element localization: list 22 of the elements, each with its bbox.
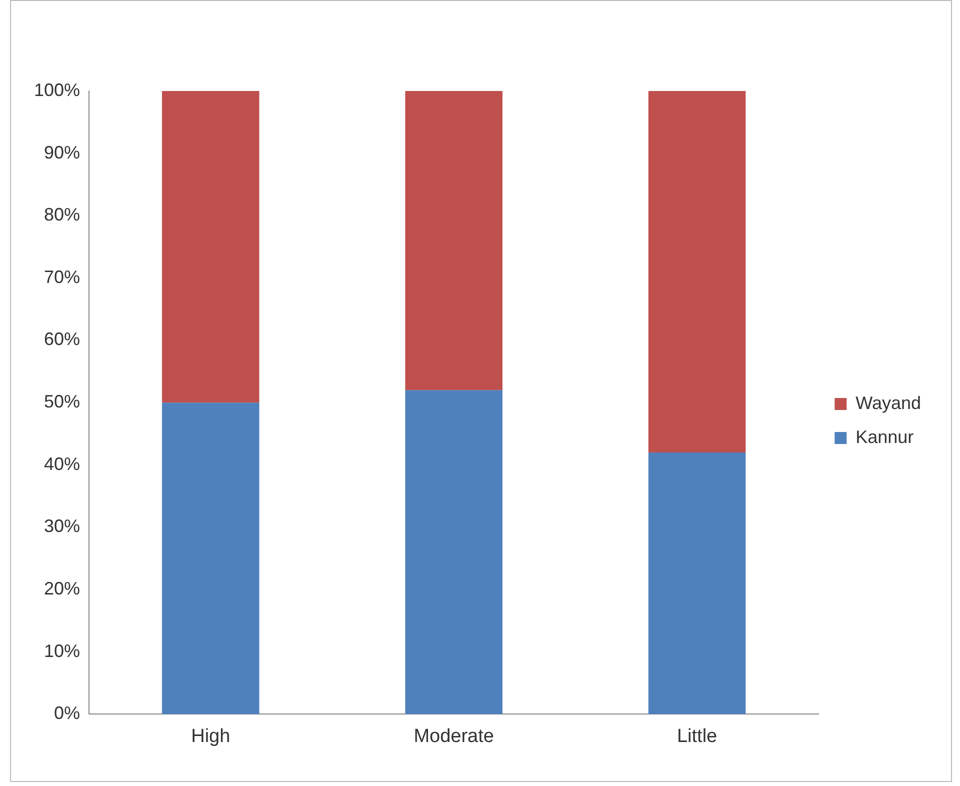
y-tick-label: 50%	[44, 392, 80, 412]
x-tick-label: High	[191, 726, 230, 747]
y-tick-label: 80%	[44, 204, 80, 225]
y-tick-label: 30%	[44, 516, 80, 536]
y-tick-label: 70%	[44, 266, 80, 287]
bar	[648, 452, 746, 714]
bar	[162, 402, 260, 714]
y-tick-label: 0%	[54, 703, 80, 724]
y-tick-label: 20%	[44, 578, 80, 599]
bar	[648, 91, 746, 452]
bar	[405, 91, 502, 390]
y-tick-label: 90%	[44, 142, 80, 162]
y-tick-label: 100%	[34, 80, 80, 100]
y-tick-label: 10%	[44, 640, 80, 661]
bar	[405, 390, 502, 714]
legend-label: Wayand	[856, 392, 922, 413]
bar	[162, 91, 260, 403]
y-tick-label: 40%	[44, 454, 80, 474]
y-tick-label: 60%	[44, 329, 80, 350]
x-tick-label: Moderate	[414, 726, 494, 747]
x-tick-label: Little	[676, 726, 718, 747]
legend-label: Kannur	[856, 426, 914, 447]
